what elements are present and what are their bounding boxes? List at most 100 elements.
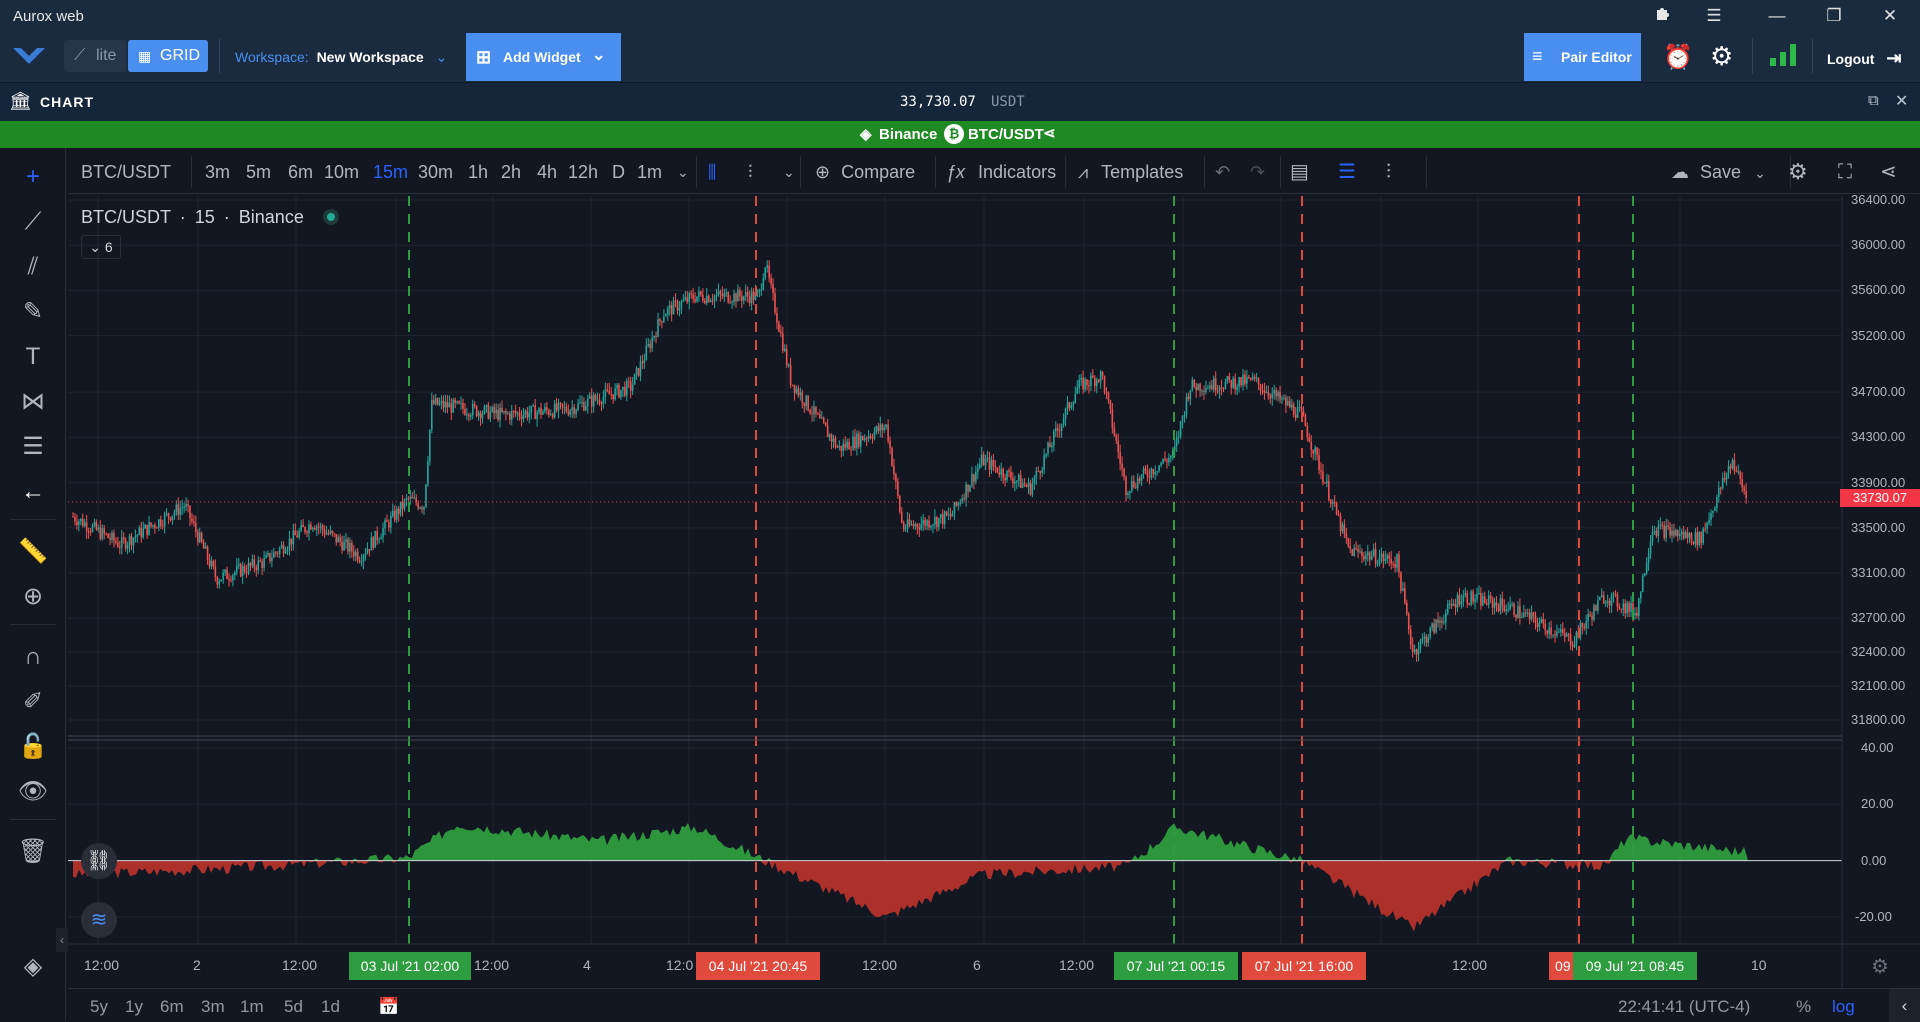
indicators-button[interactable]: ƒx Indicators bbox=[946, 160, 1056, 184]
levels-icon[interactable]: ☰ bbox=[22, 433, 44, 460]
popout-icon[interactable]: ⧉ bbox=[1868, 92, 1879, 109]
interval-2h[interactable]: 2h bbox=[501, 162, 522, 182]
clock[interactable]: 22:41:41 (UTC-4) bbox=[1618, 997, 1751, 1016]
trash-icon[interactable]: 🗑 bbox=[17, 838, 49, 865]
collapse-toolbar-icon[interactable]: ‹ bbox=[56, 928, 68, 952]
candle-body bbox=[544, 407, 546, 412]
aurox-wave-icon[interactable]: ≋ bbox=[81, 902, 117, 938]
legend-toggle-button[interactable]: ⌄ 6 bbox=[81, 235, 121, 259]
eye-icon[interactable]: 👁 bbox=[17, 778, 49, 805]
interval-4h[interactable]: 4h bbox=[537, 162, 558, 182]
fullscreen-icon[interactable]: ⛶ bbox=[1838, 161, 1852, 183]
workspace-selector[interactable]: Workspace: New Workspace ⌄ bbox=[235, 49, 447, 66]
candle-body bbox=[378, 539, 380, 541]
range-1m[interactable]: 1m bbox=[240, 997, 264, 1016]
lock-drawing-icon[interactable]: ✐ bbox=[22, 688, 44, 715]
minimize-icon[interactable]: — bbox=[1768, 6, 1786, 25]
brush-icon[interactable]: ✎ bbox=[22, 298, 44, 325]
close-window-icon[interactable]: ✕ bbox=[1882, 6, 1898, 25]
interval-1h[interactable]: 1h bbox=[468, 162, 489, 182]
puzzle-icon[interactable] bbox=[1643, 4, 1683, 28]
share-icon[interactable]: ⋖ bbox=[1880, 161, 1897, 183]
depth-icon[interactable]: ⫶ bbox=[1386, 161, 1391, 183]
back-arrow-icon[interactable]: ← bbox=[21, 478, 45, 505]
pair-name[interactable]: BTC/USDT bbox=[968, 126, 1044, 143]
collapse-panel-icon[interactable]: ‹ bbox=[1889, 989, 1920, 1022]
text-icon[interactable]: T bbox=[25, 343, 41, 370]
interval-30m[interactable]: 30m bbox=[418, 162, 454, 182]
candle-body bbox=[99, 527, 102, 539]
trend-line-icon[interactable]: ⟋ bbox=[24, 208, 42, 235]
interval-5m[interactable]: 5m bbox=[246, 162, 272, 182]
range-5y[interactable]: 5y bbox=[90, 997, 108, 1016]
candle-body bbox=[370, 537, 373, 551]
candle-body bbox=[871, 437, 874, 439]
calendar-icon[interactable]: 📅 bbox=[378, 997, 400, 1016]
lock-icon[interactable]: 🔓 bbox=[18, 733, 48, 760]
log-toggle[interactable]: log bbox=[1832, 997, 1855, 1016]
ruler-icon[interactable]: 📏 bbox=[18, 538, 48, 565]
candles-icon[interactable]: ⫼ bbox=[708, 162, 717, 182]
grid-mode-button[interactable]: ▦ GRID bbox=[128, 40, 208, 72]
plus-circle-icon: ⊕ bbox=[815, 162, 831, 182]
alarm-icon[interactable]: ⏰ bbox=[1663, 44, 1693, 71]
range-1y[interactable]: 1y bbox=[125, 997, 143, 1016]
candle-body bbox=[1569, 634, 1572, 646]
pattern-icon[interactable]: ⋈ bbox=[21, 388, 45, 415]
divider bbox=[935, 156, 936, 188]
interval-6m[interactable]: 6m bbox=[288, 162, 314, 182]
lite-mode-button[interactable]: ⟋ lite bbox=[64, 40, 126, 72]
order-book-icon[interactable]: ▤ bbox=[1290, 161, 1309, 183]
layers-icon[interactable]: ◈ bbox=[23, 953, 43, 980]
channel-icon[interactable]: ⫽ bbox=[27, 253, 39, 280]
zoom-in-icon[interactable]: ⊕ bbox=[22, 583, 44, 610]
close-widget-icon[interactable]: ✕ bbox=[1895, 93, 1909, 110]
candle-body bbox=[1316, 447, 1318, 456]
candles bbox=[68, 260, 1842, 662]
logout-button[interactable]: Logout ⇥ bbox=[1827, 48, 1901, 69]
range-6m[interactable]: 6m bbox=[160, 997, 184, 1016]
share-icon[interactable]: ⋖ bbox=[1043, 125, 1056, 142]
candle-body bbox=[1632, 603, 1634, 616]
axis-settings-icon[interactable]: ⚙ bbox=[1871, 956, 1889, 978]
exchange-name[interactable]: Binance bbox=[879, 126, 938, 143]
order-lines-icon[interactable]: ☰ bbox=[1338, 161, 1356, 183]
header-currency: USDT bbox=[991, 94, 1025, 110]
chevron-down-icon[interactable]: ⌄ bbox=[677, 164, 689, 180]
restore-icon[interactable]: ❐ bbox=[1826, 6, 1842, 25]
add-widget-button[interactable]: ⊞ Add Widget ⌄ bbox=[466, 33, 621, 81]
candle-body bbox=[840, 445, 843, 451]
interval-D[interactable]: D bbox=[612, 162, 625, 182]
templates-button[interactable]: ⩘ Templates bbox=[1078, 160, 1183, 184]
magnet-icon[interactable]: ∩ bbox=[24, 643, 42, 670]
range-3m[interactable]: 3m bbox=[201, 997, 225, 1016]
pair-editor-button[interactable]: ≡ Pair Editor bbox=[1524, 33, 1641, 81]
candle-body bbox=[72, 516, 74, 518]
save-button[interactable]: ☁ Save ⌄ bbox=[1671, 160, 1766, 184]
interval-3m[interactable]: 3m bbox=[205, 162, 231, 182]
link-icon[interactable]: ⛓ bbox=[81, 843, 117, 879]
aurox-logo-icon[interactable] bbox=[13, 46, 45, 71]
chevron-down-icon[interactable]: ⌄ bbox=[783, 164, 795, 180]
menu-icon[interactable]: ☰ bbox=[1706, 6, 1722, 25]
interval-10m[interactable]: 10m bbox=[324, 162, 360, 182]
bar-style-icon[interactable]: ⫶ bbox=[748, 162, 753, 182]
symbol-search[interactable]: BTC/USDT bbox=[81, 162, 171, 182]
range-5d[interactable]: 5d bbox=[284, 997, 303, 1016]
compare-button[interactable]: ⊕ Compare bbox=[815, 160, 915, 184]
interval-12h[interactable]: 12h bbox=[568, 162, 599, 182]
candle-body bbox=[1094, 377, 1096, 386]
candle-body bbox=[1195, 386, 1197, 391]
crosshair-icon[interactable]: + bbox=[25, 163, 40, 190]
chart-settings-icon[interactable]: ⚙ bbox=[1788, 159, 1808, 184]
undo-icon[interactable]: ↶ bbox=[1215, 162, 1231, 182]
interval-15m[interactable]: 15m bbox=[373, 162, 409, 182]
interval-1m[interactable]: 1m bbox=[637, 162, 663, 182]
price-chart[interactable] bbox=[68, 196, 1920, 988]
range-1d[interactable]: 1d bbox=[321, 997, 340, 1016]
candle-body bbox=[1177, 435, 1180, 438]
percent-toggle[interactable]: % bbox=[1796, 997, 1812, 1016]
candle-body bbox=[1265, 391, 1268, 393]
redo-icon[interactable]: ↷ bbox=[1250, 162, 1266, 182]
settings-icon[interactable]: ⚙ bbox=[1710, 41, 1734, 71]
